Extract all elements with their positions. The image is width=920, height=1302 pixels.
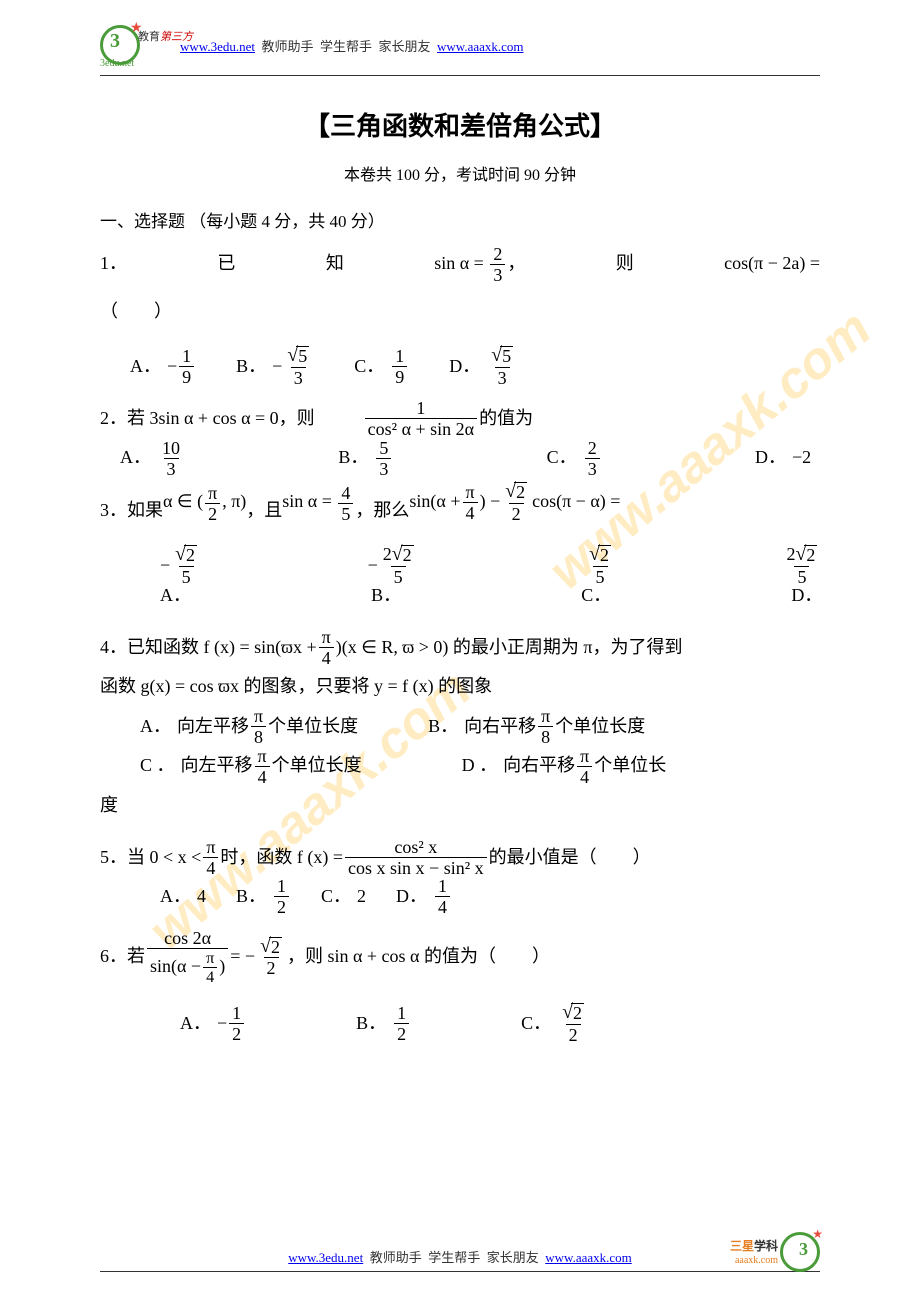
header-divider: [100, 75, 820, 76]
header-link-aaaxk[interactable]: www.aaaxk.com: [437, 39, 524, 54]
question-3: 3． 如果 α ∈ (π2, π) ，且 sin α = 45 ，那么 sin(…: [100, 490, 820, 616]
section-heading: 一、选择题 （每小题 4 分，共 40 分）: [100, 207, 820, 232]
question-6: 6． 若 cos 2α sin(α −π4) = − √22 ，则 sin α …: [100, 929, 820, 1044]
header-links: www.3edu.net 教师助手 学生帮手 家长朋友 www.aaaxk.co…: [180, 36, 524, 55]
footer-divider: [100, 1271, 820, 1272]
logo-3edu: 3 ★ 教育第三方 3edu.net: [100, 20, 170, 70]
logo-aaaxk: 三星学科 aaaxk.com 3 ★: [720, 1227, 820, 1277]
question-4: 4． 已知函数 f (x) = sin(ϖx +π4)(x ∈ R, ϖ > 0…: [100, 628, 820, 826]
page-title: 【三角函数和差倍角公式】: [100, 106, 820, 143]
page-subtitle: 本卷共 100 分，考试时间 90 分钟: [100, 161, 820, 185]
footer-link-aaaxk[interactable]: www.aaaxk.com: [545, 1250, 632, 1265]
page-footer: www.3edu.net 教师助手 学生帮手 家长朋友 www.aaaxk.co…: [0, 1247, 920, 1272]
page-header: 3 ★ 教育第三方 3edu.net www.3edu.net 教师助手 学生帮…: [100, 20, 820, 70]
question-1: 1． 已 知 sin α = 23， 则 cos(π − 2a) = （ ） A…: [100, 244, 820, 387]
question-2: 2． 若 3sin α + cos α = 0，则 1cos² α + sin …: [100, 399, 820, 478]
question-5: 5． 当 0 < x <π4时，函数 f (x) = cos² xcos x s…: [100, 838, 820, 917]
footer-link-3edu[interactable]: www.3edu.net: [288, 1250, 363, 1265]
